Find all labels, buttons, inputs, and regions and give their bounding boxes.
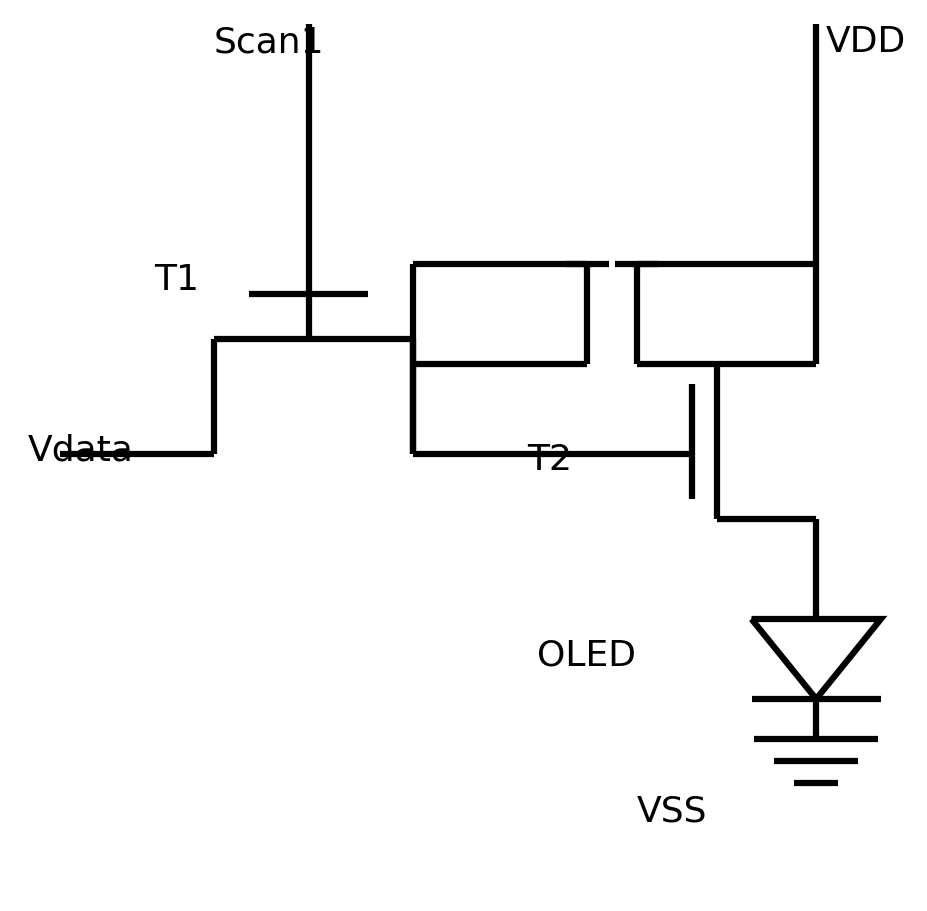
Text: VDD: VDD <box>825 25 906 59</box>
Text: T1: T1 <box>154 262 199 297</box>
Text: OLED: OLED <box>537 638 636 671</box>
Text: VSS: VSS <box>636 794 706 828</box>
Text: T2: T2 <box>527 443 572 476</box>
Text: Scan1: Scan1 <box>214 25 324 59</box>
Text: Vdata: Vdata <box>28 433 133 466</box>
